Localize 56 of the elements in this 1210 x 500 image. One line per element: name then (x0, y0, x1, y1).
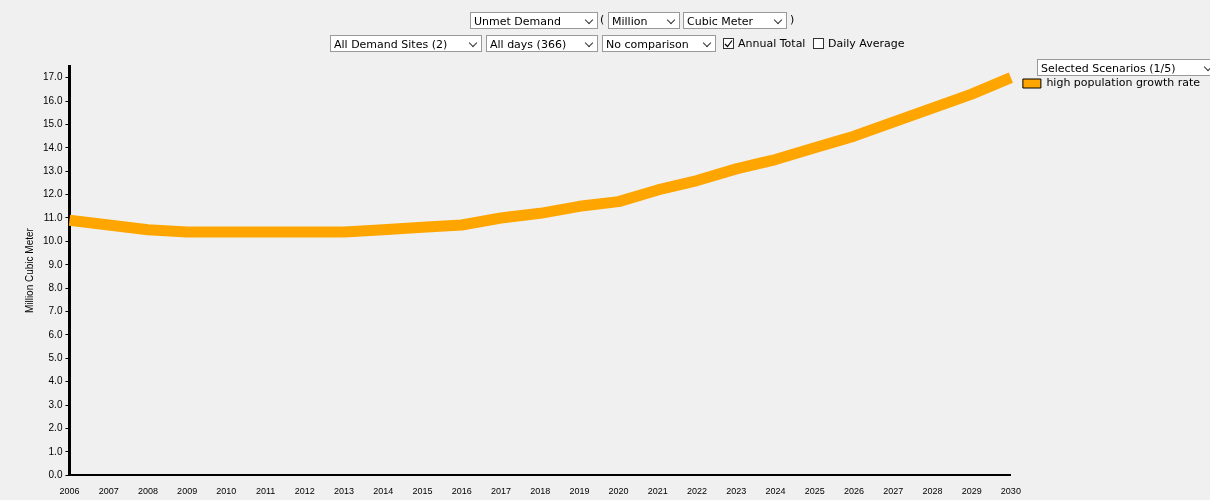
y-tick-label: 13.0 (42, 164, 63, 176)
x-tick-label: 2030 (1000, 486, 1021, 497)
x-tick-label: 2029 (961, 486, 982, 497)
x-tick-label: 2024 (765, 486, 786, 497)
y-tick-label: 7.0 (48, 305, 63, 317)
y-tick-label: 11.0 (43, 211, 63, 223)
y-tick-label: 10.0 (42, 235, 63, 247)
x-tick-label: 2021 (647, 486, 668, 497)
x-tick-label: 2006 (59, 486, 80, 497)
text: Selected Scenarios (1/5) (1037, 59, 1210, 76)
x-tick-label: 2023 (726, 486, 747, 497)
x-tick-label: 2016 (451, 486, 472, 497)
text: Unmet Demand (470, 12, 598, 29)
x-tick-label: 2013 (334, 486, 355, 497)
x-tick-label: 2009 (177, 486, 198, 497)
y-tick-label: 6.0 (48, 328, 63, 340)
y-tick-label: 16.0 (42, 94, 63, 106)
x-tick-label: 2018 (530, 486, 551, 497)
y-tick-label: 1.0 (48, 445, 63, 457)
x-tick-label: 2028 (922, 486, 943, 497)
text: Daily Average (827, 36, 905, 52)
x-tick-label: 2027 (883, 486, 904, 497)
y-tick-label: 9.0 (48, 258, 63, 270)
text: Cubic Meter (683, 12, 787, 29)
text: All days (366) (486, 35, 598, 52)
x-tick-label: 2025 (804, 486, 825, 497)
text: Million (608, 12, 680, 29)
y-tick-label: 4.0 (48, 375, 63, 387)
x-tick-label: 2010 (216, 486, 237, 497)
x-tick-label: 2014 (373, 486, 394, 497)
text: All Demand Sites (2) (330, 35, 482, 52)
text: No comparison (602, 35, 716, 52)
text: Annual Total (737, 36, 806, 52)
legend-label: high population growth rate (1046, 76, 1201, 90)
y-tick-label: 0.0 (48, 468, 63, 480)
y-tick-label: 2.0 (48, 422, 63, 434)
x-tick-label: 2022 (687, 486, 708, 497)
x-tick-label: 2020 (608, 486, 629, 497)
x-tick-label: 2026 (843, 486, 864, 497)
y-tick-label: 15.0 (42, 118, 63, 130)
text: ) (790, 13, 795, 26)
y-tick-label: 3.0 (48, 398, 63, 410)
x-tick-label: 2011 (255, 486, 276, 497)
y-tick-label: 8.0 (48, 281, 63, 293)
x-tick-label: 2017 (490, 486, 511, 497)
x-tick-label: 2008 (137, 486, 158, 497)
x-tick-label: 2015 (412, 486, 433, 497)
y-axis-title: Million Cubic Meter (23, 227, 35, 314)
x-tick-label: 2007 (98, 486, 119, 497)
y-tick-label: 5.0 (48, 352, 63, 364)
text: ( (600, 13, 605, 26)
y-tick-label: 12.0 (42, 188, 63, 200)
x-tick-label: 2019 (569, 486, 590, 497)
x-tick-label: 2012 (294, 486, 315, 497)
y-tick-label: 17.0 (42, 71, 63, 83)
y-tick-label: 14.0 (42, 141, 63, 153)
